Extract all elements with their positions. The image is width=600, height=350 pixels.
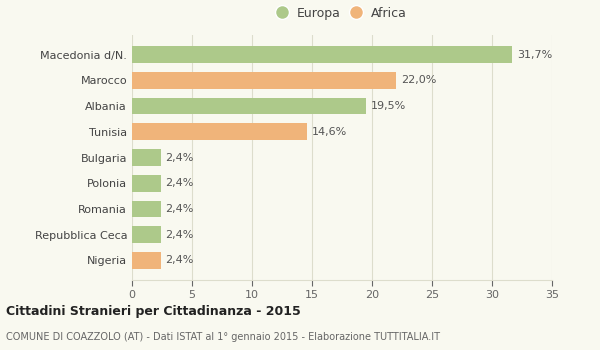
Bar bbox=[132, 252, 161, 269]
Text: 2,4%: 2,4% bbox=[166, 204, 194, 214]
Legend: Europa, Africa: Europa, Africa bbox=[274, 4, 410, 24]
Bar bbox=[132, 98, 366, 114]
Text: 19,5%: 19,5% bbox=[371, 101, 406, 111]
Bar bbox=[132, 149, 161, 166]
Text: 2,4%: 2,4% bbox=[166, 230, 194, 240]
Text: Cittadini Stranieri per Cittadinanza - 2015: Cittadini Stranieri per Cittadinanza - 2… bbox=[6, 304, 301, 317]
Bar bbox=[132, 72, 396, 89]
Bar bbox=[132, 201, 161, 217]
Text: 22,0%: 22,0% bbox=[401, 75, 436, 85]
Text: 31,7%: 31,7% bbox=[517, 49, 553, 60]
Bar bbox=[132, 124, 307, 140]
Text: 14,6%: 14,6% bbox=[312, 127, 347, 137]
Text: 2,4%: 2,4% bbox=[166, 256, 194, 266]
Bar bbox=[132, 226, 161, 243]
Text: COMUNE DI COAZZOLO (AT) - Dati ISTAT al 1° gennaio 2015 - Elaborazione TUTTITALI: COMUNE DI COAZZOLO (AT) - Dati ISTAT al … bbox=[6, 332, 440, 343]
Bar bbox=[132, 46, 512, 63]
Text: 2,4%: 2,4% bbox=[166, 178, 194, 188]
Text: 2,4%: 2,4% bbox=[166, 153, 194, 162]
Bar bbox=[132, 175, 161, 191]
